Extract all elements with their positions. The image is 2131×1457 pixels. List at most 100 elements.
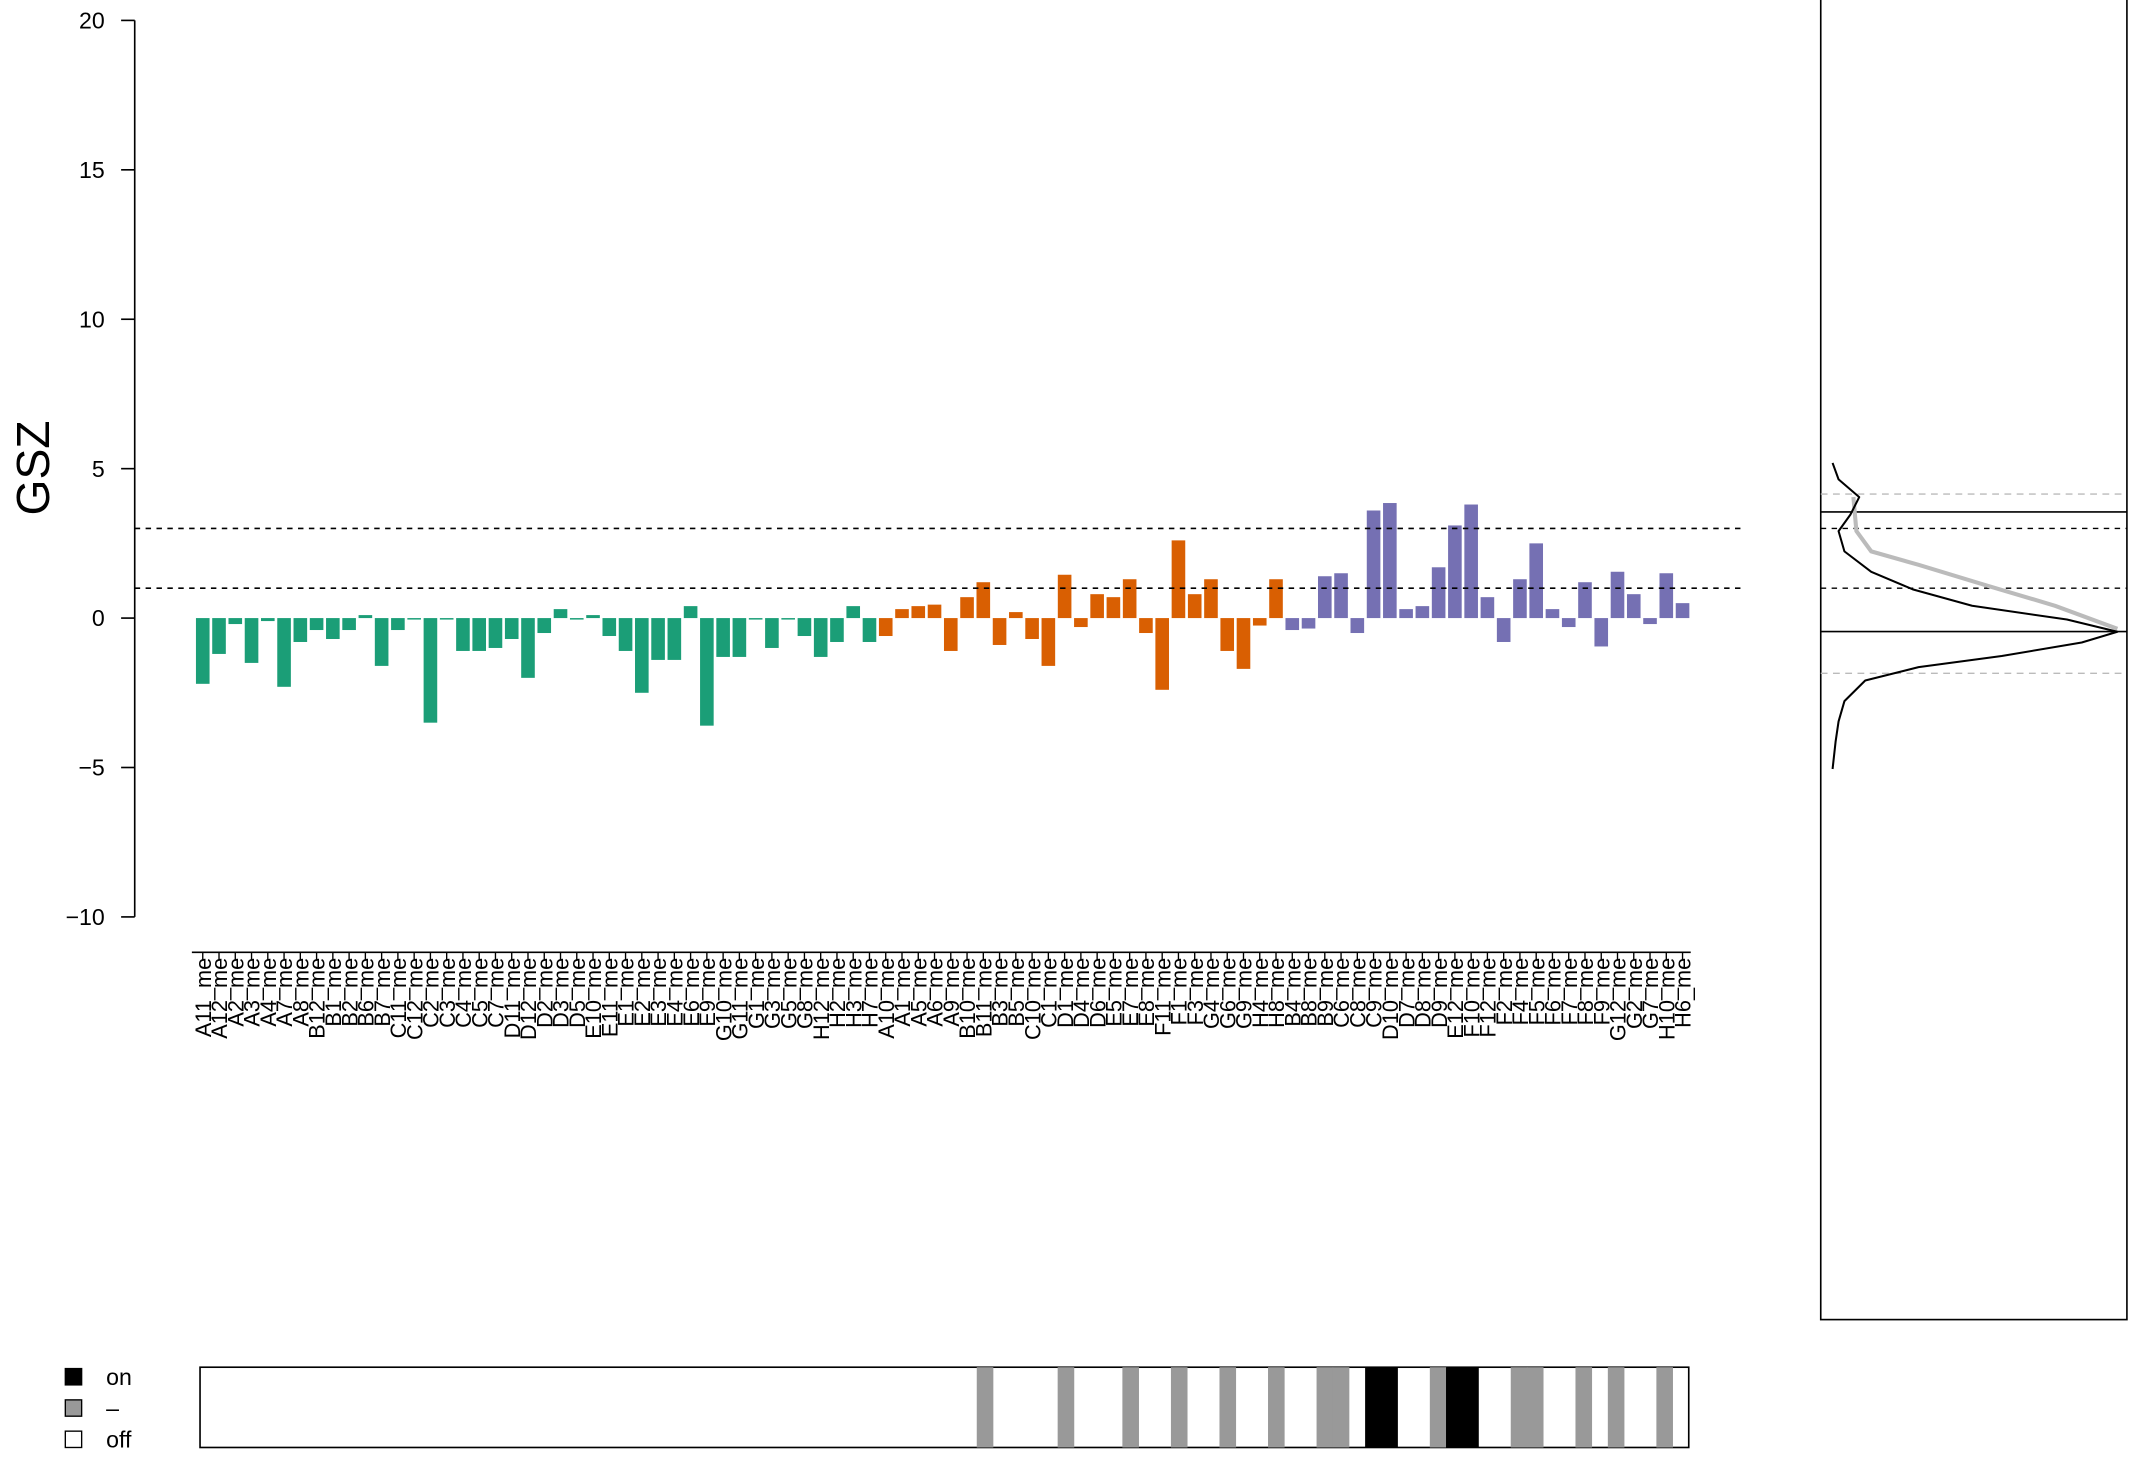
x-tick-label: H7_me	[858, 958, 883, 1028]
x-tick-label: H3_me	[841, 958, 866, 1028]
status-cell	[1332, 1367, 1350, 1448]
x-tick-label: B10_me	[955, 958, 980, 1039]
bar	[586, 615, 600, 619]
bar	[1220, 618, 1235, 651]
bar	[1009, 612, 1023, 619]
legend-swatch	[64, 1399, 83, 1417]
x-tick-label: D10_me	[1378, 958, 1403, 1040]
bar	[423, 618, 438, 723]
bar	[797, 618, 812, 637]
bar	[1334, 573, 1348, 619]
x-tick-label: E5_me	[1102, 958, 1127, 1027]
bar	[212, 618, 226, 654]
x-tick-label: B5_me	[1004, 958, 1029, 1027]
x-tick-label: F1_me	[1167, 958, 1192, 1026]
bar	[830, 618, 844, 642]
x-tick-label: H8_me	[1264, 958, 1289, 1028]
x-tick-label: H4_me	[1248, 958, 1273, 1028]
x-tick-label: B2_me	[337, 958, 362, 1027]
x-tick-label: A3_me	[240, 958, 265, 1027]
bar	[700, 618, 714, 726]
x-tick-label: B1_me	[321, 958, 346, 1027]
x-tick-label: G11_me	[728, 958, 753, 1040]
legend-swatch	[64, 1367, 83, 1386]
x-tick-label: E7_me	[1118, 958, 1143, 1027]
status-cell	[1268, 1367, 1285, 1448]
status-cell	[1607, 1367, 1625, 1448]
x-tick-label: G4_me	[1199, 958, 1224, 1029]
bar	[1301, 618, 1316, 629]
status-cell	[1656, 1367, 1673, 1448]
x-tick-label: D5_me	[565, 958, 590, 1028]
x-tick-label: E2_me	[630, 958, 655, 1027]
y-tick-label: 20	[79, 8, 105, 34]
x-tick-label: H10_me	[1654, 958, 1679, 1040]
bar	[504, 618, 519, 639]
x-tick-label: D12_me	[516, 958, 541, 1040]
bar	[943, 618, 958, 651]
x-tick-label: H6_me	[1671, 958, 1696, 1028]
bar	[521, 618, 535, 678]
bar	[1204, 579, 1218, 619]
bar	[293, 618, 308, 642]
x-tick-label: E8_me	[1134, 958, 1159, 1027]
legend-label: –	[106, 1395, 119, 1421]
bar	[260, 618, 275, 622]
bar	[537, 618, 552, 634]
x-tick-label: G10_me	[711, 958, 736, 1041]
legend-swatch	[64, 1430, 83, 1449]
bar	[1626, 594, 1641, 619]
x-tick-label: E4_me	[663, 958, 688, 1027]
x-tick-label: A4_me	[256, 958, 281, 1027]
x-tick-label: E6_me	[679, 958, 704, 1027]
x-tick-label: C5_me	[467, 958, 492, 1028]
y-tick-label: 10	[79, 306, 105, 332]
x-tick-label: C10_me	[1020, 958, 1045, 1040]
bar	[1464, 504, 1478, 619]
x-tick-label: F4_me	[1508, 958, 1533, 1026]
x-tick-label: G9_me	[1232, 958, 1257, 1029]
bar	[1513, 579, 1527, 619]
status-cell	[1219, 1367, 1237, 1448]
x-tick-label: C1_me	[1037, 958, 1062, 1028]
bar	[895, 609, 909, 619]
bar	[1122, 579, 1137, 619]
status-cell	[1381, 1367, 1398, 1448]
bar	[602, 618, 617, 637]
bar	[1431, 567, 1446, 619]
bar	[277, 618, 291, 687]
x-tick-label: A11_me	[191, 958, 216, 1037]
x-tick-label: F8_me	[1573, 958, 1598, 1026]
x-tick-label: F9_me	[1589, 958, 1614, 1026]
bar	[1529, 543, 1544, 619]
x-tick-label: B8_me	[1297, 958, 1322, 1027]
x-tick-label: H12_me	[809, 958, 834, 1040]
x-tick-label: A10_me	[874, 958, 899, 1039]
x-tick-label: E9_me	[695, 958, 720, 1027]
bar	[374, 618, 389, 666]
bar	[1496, 618, 1511, 642]
bar	[456, 618, 470, 651]
x-tick-label: G12_me	[1606, 958, 1631, 1041]
bar	[765, 618, 779, 648]
y-axis-label: GSZ	[7, 420, 59, 515]
status-cell	[1316, 1367, 1334, 1448]
side-panel-frame	[1819, 0, 2128, 1321]
status-cell	[1429, 1367, 1447, 1448]
bar	[1317, 576, 1332, 619]
bar	[1171, 540, 1186, 619]
x-tick-label: C2_me	[419, 958, 444, 1028]
x-tick-label: A12_me	[207, 958, 232, 1039]
bar	[927, 604, 942, 619]
bar	[618, 618, 633, 651]
x-tick-label: F3_me	[1183, 958, 1208, 1026]
bar	[683, 606, 698, 619]
x-tick-label: D7_me	[1394, 958, 1419, 1028]
bar	[1187, 594, 1202, 619]
x-tick-label: E10_me	[581, 958, 606, 1039]
y-tick-label: −10	[66, 904, 105, 930]
bar	[1610, 571, 1625, 619]
bar	[1155, 618, 1169, 690]
x-tick-label: D11_me	[500, 958, 525, 1039]
